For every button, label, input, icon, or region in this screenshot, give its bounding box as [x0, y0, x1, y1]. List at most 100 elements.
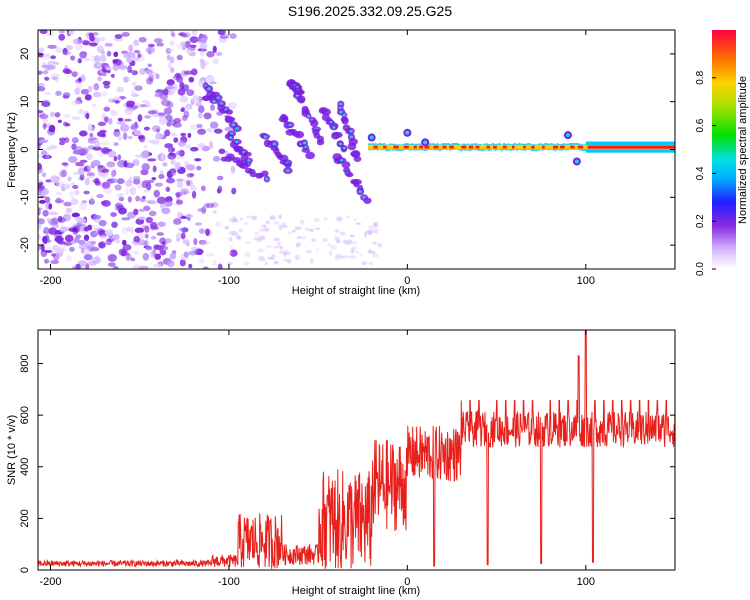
snr-x-label: Height of straight line (km) [292, 585, 420, 597]
noise-blob [117, 117, 124, 122]
noise-blob [55, 46, 63, 54]
colorbar-tick-label: 0.0 [695, 262, 706, 276]
streak-core [231, 123, 236, 127]
noise-blob [186, 180, 191, 187]
spectrogram-marks [38, 30, 675, 269]
band-core [449, 145, 454, 149]
streak-blob [294, 130, 305, 139]
noise-blob [152, 248, 157, 257]
noise-blob [169, 67, 175, 73]
faint-blob [272, 220, 280, 225]
noise-blob [188, 250, 198, 256]
noise-blob [49, 111, 56, 118]
faint-blob [329, 250, 333, 256]
faint-blob [350, 240, 358, 245]
streak-blob [284, 162, 292, 169]
faint-blob [228, 252, 233, 255]
noise-blob [137, 114, 143, 122]
noise-blob [102, 80, 111, 86]
noise-blob [176, 178, 184, 182]
streak-core [288, 123, 292, 127]
noise-blob [186, 164, 196, 171]
noise-blob [151, 177, 157, 181]
noise-blob [64, 241, 74, 246]
streak-core [263, 135, 268, 138]
faint-blob [235, 234, 240, 240]
noise-blob [139, 265, 149, 269]
noise-blob [83, 253, 93, 261]
noise-blob [156, 128, 160, 133]
faint-blob [287, 231, 293, 235]
band-core [542, 145, 545, 149]
noise-blob [137, 216, 146, 220]
noise-blob [38, 70, 43, 75]
noise-blob [92, 91, 102, 98]
band-core [523, 145, 526, 149]
noise-blob [65, 45, 74, 51]
faint-blob [269, 254, 276, 260]
faint-blob [228, 237, 233, 242]
noise-blob [92, 32, 99, 36]
noise-blob [156, 232, 165, 236]
noise-blob [118, 207, 127, 215]
noise-blob [188, 263, 193, 269]
noise-blob [158, 174, 165, 180]
noise-blob [40, 249, 48, 258]
noise-blob [206, 127, 214, 133]
noise-blob [64, 123, 71, 127]
noise-blob [165, 85, 175, 90]
noise-blob [42, 236, 48, 244]
faint-blob [277, 241, 282, 247]
streak-blob [301, 147, 311, 153]
faint-blob [311, 238, 316, 242]
noise-blob [99, 235, 108, 240]
colorbar-tick-label: 0.4 [695, 166, 706, 180]
spectrogram-y-label: Frequency (Hz) [6, 112, 18, 188]
noise-blob [71, 212, 80, 218]
streak-core [339, 110, 343, 114]
noise-blob [87, 137, 98, 141]
faint-blob [231, 218, 235, 224]
noise-blob [65, 207, 73, 214]
noise-blob [106, 161, 116, 168]
noise-blob [38, 47, 42, 52]
noise-blob [130, 257, 136, 262]
noise-blob [55, 197, 62, 204]
noise-blob [156, 196, 167, 205]
faint-blob [344, 242, 350, 246]
noise-blob [45, 179, 52, 183]
noise-blob [166, 170, 173, 179]
faint-blob [333, 235, 338, 241]
noise-blob [38, 188, 44, 192]
noise-blob [110, 212, 117, 217]
faint-blob [244, 252, 252, 258]
snr-panel: -200 -100 0 100 0 200 400 600 800 Height of stra… [6, 329, 676, 597]
faint-blob [368, 261, 373, 266]
faint-blob [238, 228, 244, 233]
noise-blob [206, 50, 215, 58]
faint-blob [313, 217, 320, 223]
noise-blob [169, 56, 175, 64]
colorbar-tick-label: 0.8 [695, 70, 706, 84]
noise-blob [174, 72, 182, 79]
streak-core [247, 159, 251, 162]
noise-blob [96, 45, 104, 54]
noise-blob [93, 83, 100, 91]
noise-blob [101, 50, 106, 55]
noise-blob [74, 87, 81, 95]
noise-blob [86, 153, 93, 161]
noise-blob [78, 217, 87, 224]
noise-blob [149, 221, 158, 229]
noise-blob [133, 208, 139, 216]
y-tick-label: 400 [19, 458, 31, 476]
noise-blob [208, 140, 214, 149]
noise-blob [113, 37, 123, 42]
noise-blob [166, 101, 174, 109]
noise-blob [117, 154, 122, 161]
faint-blob [304, 226, 309, 232]
noise-blob [142, 252, 150, 261]
faint-blob [283, 249, 290, 255]
noise-blob [205, 202, 215, 209]
noise-blob [202, 266, 209, 269]
faint-blob [364, 231, 368, 237]
